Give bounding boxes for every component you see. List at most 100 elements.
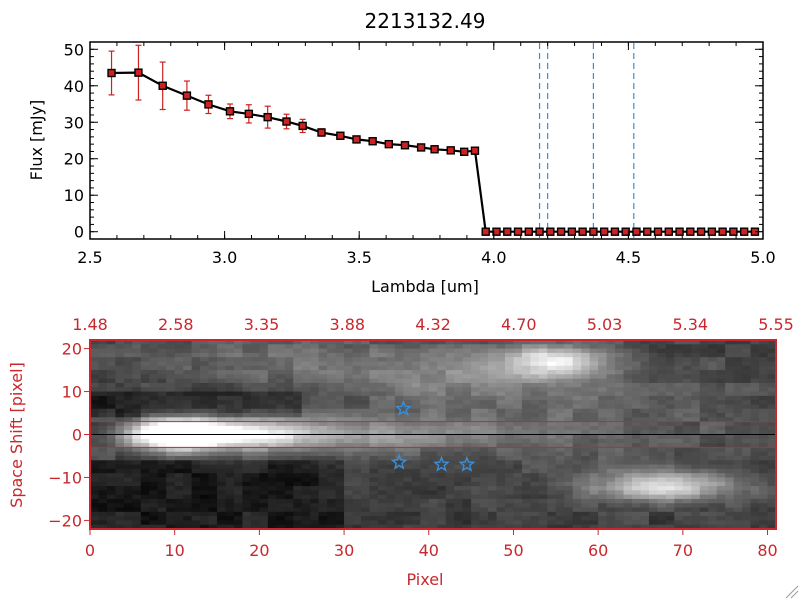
heatmap-cell	[598, 378, 608, 384]
heatmap-cell	[674, 378, 684, 384]
heatmap-cell	[750, 443, 760, 448]
heatmap-cell	[623, 443, 633, 448]
heatmap-cell	[301, 520, 311, 526]
heatmap-cell	[479, 443, 489, 448]
heatmap-cell	[420, 520, 430, 526]
heatmap-cell	[217, 524, 227, 530]
heatmap-cell	[547, 408, 557, 414]
heatmap-cell	[538, 490, 548, 496]
heatmap-cell	[479, 524, 489, 530]
heatmap-cell	[233, 520, 244, 526]
heatmap-cell	[352, 494, 362, 500]
heatmap-cell	[310, 340, 320, 345]
heatmap-cell	[242, 378, 252, 384]
heatmap-cell	[420, 460, 430, 466]
heatmap-cell	[98, 447, 108, 453]
heatmap-cell	[462, 430, 472, 436]
heatmap-cell	[572, 498, 582, 504]
heatmap-cell	[437, 352, 447, 358]
heatmap-cell	[284, 404, 294, 410]
heatmap-cell	[428, 387, 438, 393]
heatmap-cell	[623, 490, 633, 496]
heatmap-cell	[259, 395, 269, 401]
heatmap-cell	[547, 400, 557, 406]
heatmap-cell	[132, 520, 142, 526]
heatmap-cell	[513, 455, 523, 461]
heatmap-cell	[674, 520, 684, 526]
heatmap-cell	[750, 370, 760, 375]
heatmap-cell	[657, 443, 667, 448]
heatmap-cell	[411, 494, 421, 500]
heatmap-cell	[361, 486, 371, 491]
heatmap-cell	[242, 357, 252, 363]
heatmap-cell	[555, 434, 565, 440]
heatmap-cell	[242, 468, 252, 474]
heatmap-cell	[733, 344, 743, 350]
pixel-tick-label-4: 40	[419, 541, 439, 560]
heatmap-cell	[496, 455, 506, 461]
heatmap-cell	[242, 382, 252, 388]
heatmap-cell	[606, 365, 616, 371]
heatmap-cell	[233, 460, 244, 466]
heatmap-cell	[90, 511, 100, 517]
heatmap-cell	[648, 520, 659, 526]
heatmap-cell	[589, 391, 599, 397]
heatmap-cell	[454, 451, 464, 457]
heatmap-cell	[411, 507, 421, 513]
heatmap-cell	[513, 477, 523, 483]
heatmap-cell	[674, 460, 684, 466]
heatmap-cell	[157, 378, 167, 384]
heatmap-cell	[555, 460, 565, 466]
heatmap-cell	[250, 451, 260, 457]
heatmap-cell	[318, 365, 328, 371]
data-point-30	[578, 227, 587, 236]
heatmap-cell	[259, 503, 269, 509]
heatmap-cell	[428, 408, 438, 414]
heatmap-cell	[572, 481, 582, 487]
resize-grip-icon[interactable]	[785, 585, 799, 599]
heatmap-cell	[183, 464, 193, 470]
heatmap-cell	[352, 443, 362, 448]
heatmap-cell	[547, 438, 557, 444]
heatmap-cell	[157, 511, 167, 517]
heatmap-cell	[403, 344, 413, 350]
heatmap-cell	[301, 460, 311, 466]
heatmap-cell	[555, 473, 565, 479]
heatmap-cell	[691, 520, 701, 526]
heatmap-cell	[632, 387, 642, 393]
heatmap-cell	[242, 344, 252, 350]
heatmap-cell	[242, 477, 252, 483]
heatmap-cell	[394, 464, 404, 470]
heatmap-cell	[521, 486, 531, 491]
heatmap-cell	[259, 413, 269, 418]
heatmap-cell	[759, 434, 769, 440]
heatmap-cell	[691, 348, 701, 354]
heatmap-cell	[403, 473, 413, 479]
heatmap-cell	[623, 447, 633, 453]
heatmap-cell	[327, 408, 337, 414]
heatmap-cell	[716, 434, 726, 440]
heatmap-cell	[233, 370, 244, 375]
y-tick-label-0: 0	[74, 223, 84, 242]
heatmap-cell	[623, 400, 633, 406]
heatmap-cell	[598, 340, 608, 345]
heatmap-cell	[225, 400, 235, 406]
heatmap-cell	[725, 443, 735, 448]
heatmap-cell	[615, 477, 625, 483]
heatmap-cell	[225, 421, 235, 427]
heatmap-cell	[606, 451, 616, 457]
heatmap-cell	[589, 387, 599, 393]
heatmap-cell	[632, 395, 642, 401]
heatmap-cell	[361, 395, 371, 401]
heatmap-cell	[682, 417, 692, 423]
heatmap-cell	[767, 473, 777, 479]
heatmap-cell	[242, 395, 252, 401]
heatmap-cell	[310, 417, 320, 423]
heatmap-cell	[259, 460, 269, 466]
heatmap-cell	[623, 503, 633, 509]
heatmap-cell	[344, 370, 354, 375]
heatmap-cell	[284, 352, 294, 358]
heatmap-cell	[335, 400, 345, 406]
heatmap-cell	[716, 477, 726, 483]
